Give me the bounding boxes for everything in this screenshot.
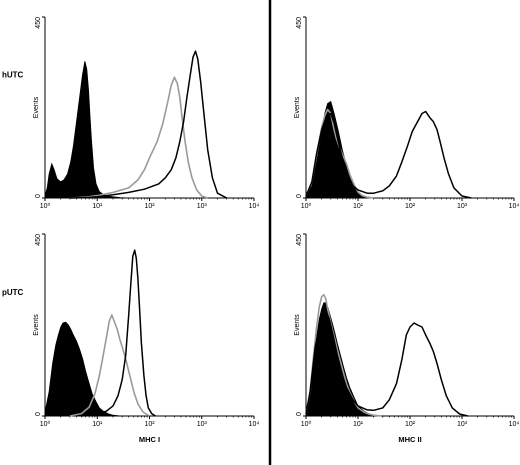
black-histogram-line: [305, 310, 469, 417]
y-axis-label: Events: [294, 314, 301, 336]
x-tick-label: 10²: [405, 421, 416, 428]
y-tick-label: 450: [296, 17, 303, 29]
isotype-control-histogram: [44, 61, 129, 199]
histogram-panel-4: 0 450 Events 10⁰ 10¹ 10² 10³ 10⁴ MHC II: [294, 233, 520, 444]
grey-histogram-line: [69, 314, 150, 417]
x-tick-label: 10⁰: [40, 420, 51, 428]
y-tick-label: 450: [35, 234, 42, 246]
grey-histogram-line: [305, 293, 382, 417]
histogram-panel-3: 0 450 Events 10⁰ 10¹ 10² 10³ 10⁴ pUTC MHC I: [2, 233, 260, 444]
y-tick-label: 0: [35, 412, 42, 416]
x-tick-label: 10³: [197, 421, 208, 428]
x-tick-label: 10⁴: [249, 203, 260, 210]
x-tick-label: 10³: [457, 203, 468, 210]
grey-histogram-line: [69, 76, 208, 199]
x-tick-label: 10²: [405, 203, 416, 210]
x-tick-label: 10⁴: [509, 203, 520, 210]
x-tick-label: 10⁴: [249, 421, 260, 428]
x-tick-label: 10³: [457, 421, 468, 428]
x-tick-label: 10¹: [92, 421, 103, 428]
x-tick-label: 10¹: [353, 421, 364, 428]
x-tick-label: 10⁰: [301, 420, 312, 428]
black-histogram-line: [69, 50, 228, 199]
y-axis-label: Events: [294, 96, 301, 118]
black-histogram-line: [81, 249, 156, 417]
y-tick-label: 450: [296, 234, 303, 246]
y-axis-label: Events: [33, 314, 40, 336]
x-tick-label: 10⁰: [301, 202, 312, 210]
histogram-panel-1: 0 450 Events 10⁰ 10¹ 10² 10³ 10⁴ hUTC: [2, 16, 260, 210]
row-label: pUTC: [2, 288, 24, 297]
x-axis-label: MHC II: [398, 435, 421, 444]
y-tick-label: 0: [296, 194, 303, 198]
x-tick-label: 10¹: [92, 203, 103, 210]
isotype-control-histogram: [44, 321, 121, 417]
x-tick-label: 10²: [144, 421, 155, 428]
x-axis-label: MHC I: [139, 435, 160, 444]
x-tick-label: 10⁴: [509, 421, 520, 428]
row-label: hUTC: [2, 71, 24, 80]
x-tick-label: 10¹: [353, 203, 364, 210]
y-tick-label: 450: [35, 17, 42, 29]
x-tick-label: 10⁰: [40, 202, 51, 210]
x-tick-label: 10²: [144, 203, 155, 210]
y-tick-label: 0: [35, 194, 42, 198]
x-tick-label: 10³: [197, 203, 208, 210]
black-histogram-line: [305, 110, 472, 199]
y-tick-label: 0: [296, 412, 303, 416]
histogram-panel-2: 0 450 Events 10⁰ 10¹ 10² 10³ 10⁴: [294, 16, 520, 210]
y-axis-label: Events: [33, 96, 40, 118]
